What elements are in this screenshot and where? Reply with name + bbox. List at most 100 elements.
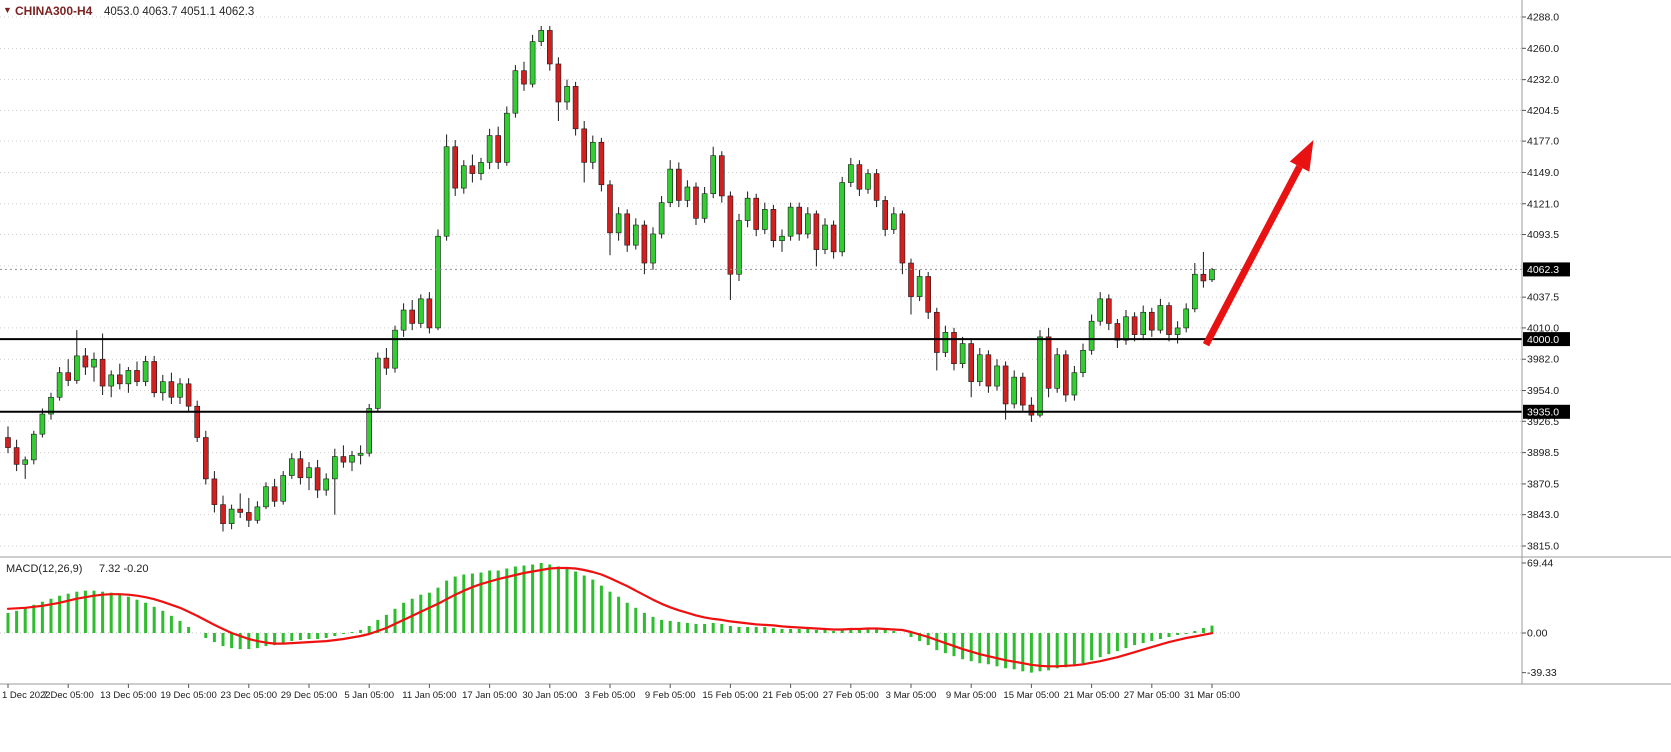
candle-body: [306, 467, 312, 479]
time-tick-label: 21 Mar 05:00: [1064, 690, 1120, 701]
candle-body: [727, 195, 734, 275]
trend-arrow-head[interactable]: [1289, 140, 1314, 172]
candle-body: [99, 358, 106, 387]
time-tick-label: 13 Dec 05:00: [100, 690, 157, 701]
candle-body: [392, 329, 398, 369]
candle-body: [529, 41, 536, 85]
candle-body: [271, 486, 278, 502]
candle-body: [959, 343, 966, 365]
price-tick-label: 4093.5: [1527, 229, 1559, 241]
candle-body: [254, 506, 261, 521]
time-tick-label: 7 Dec 05:00: [43, 690, 94, 701]
candle-body: [804, 213, 811, 235]
candle-body: [581, 128, 588, 163]
candle-body: [1037, 336, 1043, 416]
trend-arrow[interactable]: [1202, 140, 1314, 347]
time-tick-label: 15 Mar 05:00: [1003, 690, 1059, 701]
candle-body: [1209, 269, 1215, 281]
candle-body: [847, 164, 854, 183]
candle-body: [426, 298, 433, 329]
candle-body: [1192, 273, 1198, 310]
time-tick-label: 15 Feb 05:00: [702, 690, 758, 701]
candle-body: [675, 168, 682, 201]
candle-body: [495, 135, 502, 163]
candle-body: [1088, 320, 1095, 351]
candle-body: [280, 475, 287, 502]
candle-body: [1106, 298, 1112, 324]
candle-body: [340, 456, 347, 463]
price-tick-label: 3926.5: [1527, 416, 1559, 428]
macd-tick-label: 0.00: [1527, 628, 1548, 640]
candle-body: [650, 233, 656, 264]
price-tick-label: 4232.0: [1527, 74, 1559, 86]
candle-body: [1063, 354, 1069, 396]
candle-body: [684, 186, 691, 201]
time-tick-label: 9 Mar 05:00: [946, 690, 997, 701]
candle-body: [366, 408, 373, 454]
price-tick-label: 4037.5: [1527, 292, 1559, 304]
candle-body: [91, 358, 97, 368]
main-chart-area[interactable]: [0, 0, 1522, 557]
time-tick-label: 3 Feb 05:00: [585, 690, 636, 701]
price-tick-label: 3898.5: [1527, 447, 1559, 459]
level-4000-tag: [1523, 332, 1570, 347]
candle-body: [1174, 327, 1181, 335]
time-tick-label: 1 Dec 2022: [2, 690, 51, 701]
candle-body: [48, 396, 54, 415]
time-tick-label: 5 Jan 05:00: [344, 690, 394, 701]
candle-body: [796, 206, 803, 235]
candle-body: [701, 193, 708, 219]
candle-body: [82, 355, 89, 368]
candle-body: [503, 112, 510, 163]
candle-body: [624, 213, 631, 246]
candle-body: [443, 146, 450, 237]
candle-body: [615, 213, 622, 234]
candle-body: [383, 357, 390, 369]
price-tick-label: 4177.0: [1527, 136, 1559, 148]
candle-body: [787, 206, 794, 237]
macd-axis[interactable]: 69.44 0.00 -39.33: [1522, 558, 1557, 680]
price-tick-label: 4010.0: [1527, 322, 1559, 334]
candle-body: [555, 63, 562, 103]
current-price-tag-label: 4062.3: [1527, 264, 1559, 276]
candle-body: [925, 276, 932, 313]
candle-body: [546, 30, 553, 65]
candle-body: [246, 512, 252, 521]
macd-pane-area[interactable]: [0, 558, 1522, 684]
candle-body: [1045, 336, 1052, 389]
candle-body: [1183, 308, 1189, 329]
candle-body: [452, 146, 459, 189]
candle-body: [1080, 349, 1086, 373]
time-tick-label: 30 Jan 05:00: [522, 690, 577, 701]
candle-body: [538, 30, 545, 42]
candle-body: [770, 209, 777, 241]
candle-body: [968, 343, 975, 382]
time-tick-label: 31 Mar 05:00: [1184, 690, 1240, 701]
candle-body: [177, 383, 183, 398]
candle-body: [65, 372, 71, 381]
candle-body: [5, 437, 11, 448]
trend-arrow-shaft[interactable]: [1202, 164, 1303, 347]
candle-body: [1157, 305, 1164, 331]
candle-body: [856, 164, 863, 190]
candle-body: [942, 332, 949, 353]
candle-body: [30, 433, 37, 461]
candle-body: [1097, 298, 1103, 322]
price-tick-label: 4260.0: [1527, 43, 1559, 55]
candle-body: [117, 374, 123, 385]
level-3935-tag: [1523, 404, 1570, 419]
price-axis[interactable]: 4288.0 4260.0 4232.0 4204.5 4177.0 4149.0 4121…: [1522, 12, 1570, 553]
candle-body: [1149, 311, 1155, 331]
candle-body: [753, 197, 760, 230]
time-tick-label: 3 Mar 05:00: [886, 690, 937, 701]
candle-body: [873, 173, 880, 201]
horizontal-lines-layer: [0, 338, 1522, 413]
candle-body: [56, 372, 63, 398]
candle-body: [211, 478, 218, 505]
candle-body: [658, 202, 665, 235]
candle-body: [460, 165, 467, 189]
candle-body: [1028, 404, 1035, 416]
time-tick-label: 11 Jan 05:00: [402, 690, 456, 701]
